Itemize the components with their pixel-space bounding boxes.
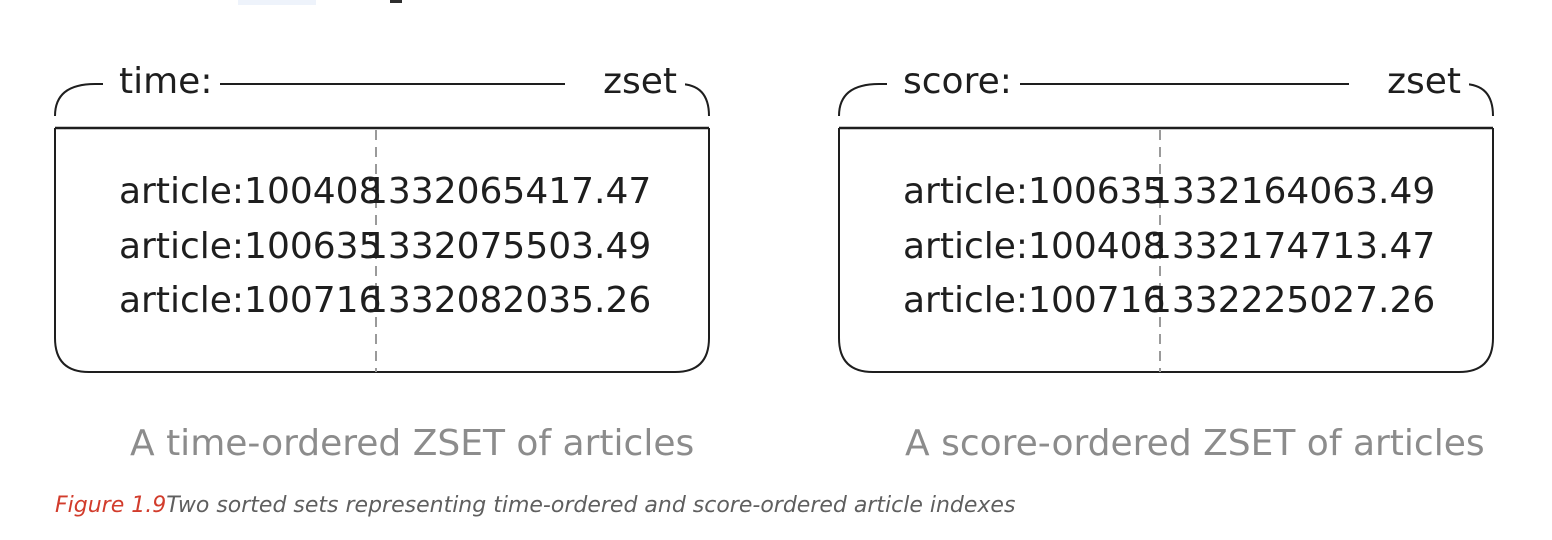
figure-caption: Figure 1.9Two sorted sets representing t… bbox=[55, 490, 1015, 522]
zset-entry: article:100408 1332065417.47 bbox=[119, 165, 651, 220]
zset-frame bbox=[54, 83, 710, 373]
zset-frame bbox=[838, 83, 1494, 373]
zset-member: article:100716 bbox=[903, 280, 1166, 321]
zset-score: 1332174713.47 bbox=[1149, 225, 1436, 267]
zset-entry: article:100716 1332225027.26 bbox=[903, 274, 1435, 329]
zset-entry: article:100635 1332164063.49 bbox=[903, 165, 1435, 220]
zset-member: article:100408 bbox=[903, 225, 1166, 267]
zset-key-name: score: bbox=[895, 60, 1020, 104]
zset-member: article:100716 bbox=[119, 280, 382, 321]
zset-member: article:100635 bbox=[903, 171, 1166, 212]
zset-key-type: zset bbox=[1379, 60, 1469, 104]
zset-score: 1332164063.49 bbox=[1149, 171, 1436, 212]
zset-score: 1332225027.26 bbox=[1149, 280, 1436, 321]
header-highlight-strip bbox=[238, 0, 316, 5]
zset-score: 1332075503.49 bbox=[365, 225, 652, 267]
zset-entry: article:100635 1332075503.49 bbox=[119, 220, 651, 275]
header-text-fragment bbox=[390, 0, 402, 3]
zset-key-name: time: bbox=[111, 60, 221, 104]
zset-member: article:100635 bbox=[119, 225, 382, 267]
zset-score: 1332082035.26 bbox=[365, 280, 652, 321]
figure-label: Figure 1.9 bbox=[55, 493, 167, 518]
zset-entry: article:100408 1332174713.47 bbox=[903, 220, 1435, 275]
zset-member-list: article:100635 1332164063.49 article:100… bbox=[903, 165, 1435, 329]
zset-entry: article:100716 1332082035.26 bbox=[119, 274, 651, 329]
zset-member-list: article:100408 1332065417.47 article:100… bbox=[119, 165, 651, 329]
score-zset-caption: A score-ordered ZSET of articles bbox=[905, 423, 1485, 464]
time-zset-caption: A time-ordered ZSET of articles bbox=[130, 423, 695, 464]
score-zset-diagram: score: zset article:100635 1332164063.49… bbox=[838, 58, 1499, 378]
zset-score: 1332065417.47 bbox=[365, 171, 652, 212]
zset-member: article:100408 bbox=[119, 171, 382, 212]
figure-caption-text: Two sorted sets representing time-ordere… bbox=[166, 493, 1016, 518]
zset-key-type: zset bbox=[595, 60, 685, 104]
time-zset-diagram: time: zset article:100408 1332065417.47 … bbox=[54, 58, 715, 378]
